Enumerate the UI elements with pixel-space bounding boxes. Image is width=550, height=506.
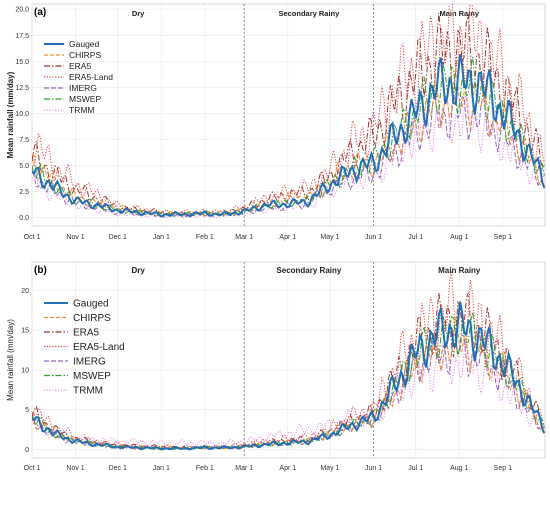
y-tick-label: 2.5	[19, 189, 29, 196]
legend-entry: MSWEP	[73, 371, 111, 382]
season-label: Main Rainy	[439, 9, 479, 18]
x-tick-label: Nov 1	[66, 234, 84, 241]
x-tick-label: May 1	[320, 465, 339, 472]
season-label: Main Rainy	[438, 266, 481, 275]
legend-entry: ERA5-Land	[73, 342, 125, 353]
x-tick-label: Sep 1	[494, 234, 512, 241]
y-tick-label: 10.0	[15, 111, 29, 118]
x-tick-label: Aug 1	[450, 465, 468, 472]
series-line-gauged	[32, 301, 545, 451]
legend-entry: Gauged	[69, 39, 100, 49]
legend-entry: IMERG	[73, 357, 106, 368]
x-tick-label: Apr 1	[279, 234, 296, 241]
legend-entry: MSWEP	[69, 94, 101, 104]
season-label: Dry	[132, 9, 145, 18]
series-line-gauged	[32, 54, 545, 218]
x-tick-label: Mar 1	[235, 465, 253, 472]
y-tick-label: 12.5	[15, 85, 29, 92]
y-tick-label: 0	[25, 447, 29, 454]
y-axis-label: Mean rainfall (mm/day)	[6, 319, 15, 401]
x-tick-label: Jul 1	[408, 465, 423, 472]
y-tick-label: 5	[25, 407, 29, 414]
x-tick-label: Oct 1	[24, 234, 41, 241]
series-line-trmm	[32, 338, 545, 447]
x-tick-label: Jan 1	[153, 465, 170, 472]
x-tick-label: Aug 1	[450, 234, 468, 241]
legend-entry: IMERG	[69, 83, 97, 93]
series-line-era5-land	[32, 4, 545, 217]
legend-entry: ERA5	[73, 328, 100, 339]
x-tick-label: Apr 1	[279, 465, 296, 472]
x-tick-label: Jun 1	[365, 234, 382, 241]
x-tick-label: Nov 1	[66, 465, 84, 472]
x-tick-label: Mar 1	[235, 234, 253, 241]
legend-entry: ERA5	[69, 61, 91, 71]
y-axis-label: Mean rainfall (mm/day)	[6, 71, 15, 158]
y-tick-label: 10	[21, 367, 29, 374]
x-tick-label: Oct 1	[24, 465, 41, 472]
y-tick-label: 17.5	[15, 33, 29, 40]
series-line-mswep	[32, 311, 545, 450]
series-line-imerg	[32, 93, 545, 219]
y-tick-label: 0.0	[19, 215, 29, 222]
legend-entry: CHIRPS	[73, 313, 111, 324]
legend-entry: TRMM	[69, 105, 95, 115]
panel-label: (b)	[34, 265, 47, 276]
x-tick-label: May 1	[320, 234, 339, 241]
x-tick-label: Sep 1	[494, 465, 512, 472]
panel-label: (a)	[34, 7, 46, 18]
x-tick-label: Jan 1	[153, 234, 170, 241]
y-tick-label: 15	[21, 328, 29, 335]
x-tick-label: Feb 1	[196, 465, 214, 472]
legend-entry: ERA5-Land	[69, 72, 113, 82]
season-label: Dry	[131, 266, 145, 275]
y-tick-label: 15.0	[15, 59, 29, 66]
x-tick-label: Jul 1	[408, 234, 423, 241]
x-tick-label: Dec 1	[109, 234, 127, 241]
panel-1: 0 5 10 15 20 Oct 1 Nov 1 Dec 1 Jan 1 Feb 1 Mar 1 Ap…	[6, 261, 546, 472]
season-label: Secondary Rainy	[276, 266, 341, 275]
x-tick-label: Jun 1	[365, 465, 382, 472]
y-tick-label: 20.0	[15, 7, 29, 14]
legend-entry: TRMM	[73, 386, 103, 397]
legend-entry: Gauged	[73, 299, 109, 310]
series-line-era5	[32, 12, 545, 217]
season-label: Secondary Rainy	[278, 9, 340, 18]
y-tick-label: 5.0	[19, 163, 29, 170]
y-tick-label: 20	[21, 288, 29, 295]
legend-entry: CHIRPS	[69, 50, 101, 60]
panel-0: 0.0 2.5 5.0 7.5 10.0 12.5 15.0 17.5 20.0 Oct 1 Nov…	[6, 3, 546, 241]
y-tick-label: 7.5	[19, 137, 29, 144]
x-tick-label: Feb 1	[196, 234, 214, 241]
x-tick-label: Dec 1	[109, 465, 127, 472]
